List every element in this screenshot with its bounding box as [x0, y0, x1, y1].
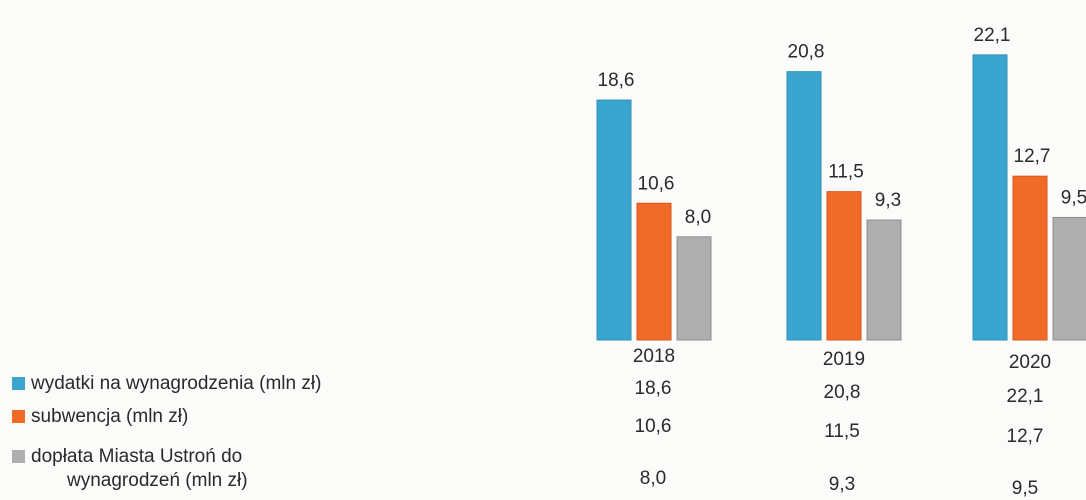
legend-swatch-3 [12, 450, 25, 463]
table-cell-2018-series-2: 10,6 [634, 416, 672, 437]
legend-item-3: dopłata Miasta Ustroń do wynagrodzeń (mln… [12, 445, 248, 493]
data-label-2020-series-1: 22,1 [974, 25, 1011, 46]
data-label-2018-series-2: 10,6 [638, 173, 675, 194]
bar-2020-series-1 [972, 54, 1008, 341]
bar-2019-series-1 [786, 71, 822, 341]
legend-label-2: subwencja (mln zł) [31, 406, 189, 427]
category-label-2019: 2019 [823, 349, 865, 370]
legend-swatch-1 [12, 377, 25, 390]
bar-2019-series-3 [866, 219, 902, 341]
table-cell-2020-series-3: 9,5 [1011, 478, 1039, 499]
category-label-2020: 2020 [1009, 352, 1051, 373]
data-label-2019-series-2: 11,5 [828, 162, 864, 183]
table-cell-2019-series-1: 20,8 [823, 382, 861, 403]
table-cell-2018-series-1: 18,6 [634, 378, 672, 399]
data-label-2020-series-3: 9,5 [1061, 187, 1086, 208]
data-label-2019-series-3: 9,3 [875, 190, 901, 211]
category-label-2018: 2018 [633, 346, 675, 367]
bar-2020-series-2 [1012, 175, 1048, 341]
bar-2018-series-1 [596, 99, 632, 341]
data-label-2018-series-3: 8,0 [685, 207, 711, 228]
data-label-2020-series-2: 12,7 [1014, 146, 1051, 167]
legend-swatch-2 [12, 410, 25, 423]
legend-label-3: dopłata Miasta Ustroń do wynagrodzeń (mln… [31, 446, 248, 491]
bar-2019-series-2 [826, 191, 862, 341]
table-cell-2020-series-2: 12,7 [1006, 426, 1044, 447]
bar-2018-series-2 [636, 202, 672, 341]
bar-2020-series-3 [1052, 216, 1086, 341]
legend-label-1: wydatki na wynagrodzenia (mln zł) [31, 373, 322, 394]
legend-item-2: subwencja (mln zł) [12, 405, 188, 429]
legend-item-1: wydatki na wynagrodzenia (mln zł) [12, 372, 321, 396]
table-cell-2020-series-1: 22,1 [1006, 386, 1044, 407]
table-cell-2018-series-3: 8,0 [639, 468, 667, 489]
data-label-2019-series-1: 20,8 [788, 42, 825, 63]
bar-2018-series-3 [676, 236, 712, 341]
data-label-2018-series-1: 18,6 [598, 70, 635, 91]
table-cell-2019-series-3: 9,3 [828, 474, 856, 495]
table-cell-2019-series-2: 11,5 [824, 421, 860, 442]
